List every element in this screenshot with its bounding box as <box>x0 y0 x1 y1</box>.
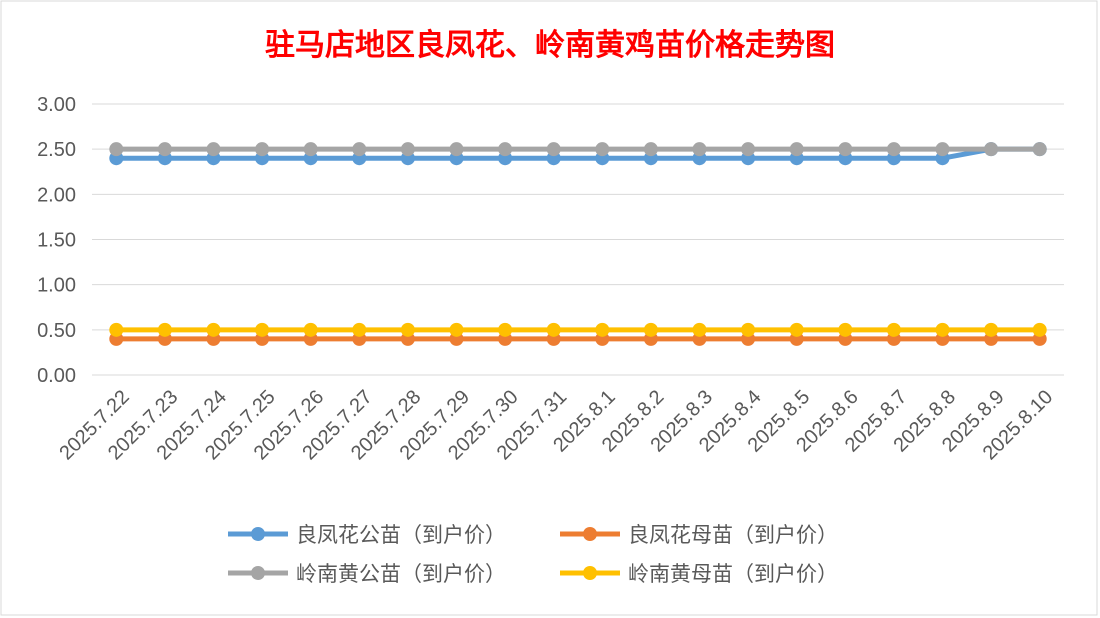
data-point <box>255 142 270 157</box>
data-point <box>157 142 172 157</box>
data-point <box>935 142 950 157</box>
y-tick-label: 3.00 <box>37 94 76 116</box>
legend-label: 良凤花母苗（到户价） <box>628 523 838 547</box>
legend-label: 岭南黄母苗（到户价） <box>628 562 838 586</box>
data-point <box>984 322 999 337</box>
data-point <box>789 322 804 337</box>
data-point <box>692 322 707 337</box>
chart-title: 驻马店地区良凤花、岭南黄鸡苗价格走势图 <box>265 28 835 63</box>
data-point <box>206 142 221 157</box>
data-point <box>789 142 804 157</box>
data-point <box>498 322 513 337</box>
data-point <box>400 142 415 157</box>
data-point <box>498 142 513 157</box>
data-point <box>643 142 658 157</box>
series-3 <box>109 142 1047 157</box>
data-point <box>206 322 221 337</box>
legend-swatch-marker <box>251 566 265 580</box>
data-point <box>449 322 464 337</box>
data-point <box>109 142 124 157</box>
y-tick-label: 1.50 <box>37 230 76 252</box>
data-point <box>886 142 901 157</box>
legend-item-1: 良凤花公苗（到户价） <box>228 523 506 547</box>
y-tick-label: 0.00 <box>37 365 76 387</box>
data-point <box>935 322 950 337</box>
data-point <box>595 142 610 157</box>
data-point <box>157 322 172 337</box>
data-point <box>643 322 658 337</box>
legend-label: 岭南黄公苗（到户价） <box>296 562 506 586</box>
legend: 良凤花公苗（到户价） 良凤花母苗（到户价） 岭南黄公苗（到户价） 岭南黄母苗（到户价） <box>228 523 838 586</box>
data-point <box>886 322 901 337</box>
data-point <box>449 142 464 157</box>
legend-item-2: 良凤花母苗（到户价） <box>560 523 838 547</box>
series-lines <box>109 142 1047 346</box>
y-axis-ticks: 0.00 0.50 1.00 1.50 2.00 2.50 3.00 <box>37 94 76 387</box>
data-point <box>1032 322 1047 337</box>
data-point <box>303 322 318 337</box>
data-point <box>546 322 561 337</box>
data-point <box>984 142 999 157</box>
data-point <box>838 142 853 157</box>
data-point <box>400 322 415 337</box>
y-tick-label: 2.00 <box>37 184 76 206</box>
data-point <box>692 142 707 157</box>
legend-swatch-marker <box>583 527 597 541</box>
legend-swatch-marker <box>583 566 597 580</box>
series-line <box>116 146 1040 161</box>
legend-label: 良凤花公苗（到户价） <box>296 523 506 547</box>
data-point <box>838 322 853 337</box>
data-point <box>352 142 367 157</box>
data-point <box>595 322 610 337</box>
data-point <box>546 142 561 157</box>
data-point <box>1032 142 1047 157</box>
legend-item-4: 岭南黄母苗（到户价） <box>560 562 838 586</box>
y-tick-label: 2.50 <box>37 139 76 161</box>
data-point <box>109 322 124 337</box>
data-point <box>741 322 756 337</box>
data-point <box>303 142 318 157</box>
y-tick-label: 0.50 <box>37 320 76 342</box>
data-point <box>352 322 367 337</box>
data-point <box>255 322 270 337</box>
legend-swatch-marker <box>251 527 265 541</box>
legend-item-3: 岭南黄公苗（到户价） <box>228 562 506 586</box>
series-4 <box>109 322 1047 337</box>
data-point <box>741 142 756 157</box>
y-tick-label: 1.00 <box>37 275 76 297</box>
